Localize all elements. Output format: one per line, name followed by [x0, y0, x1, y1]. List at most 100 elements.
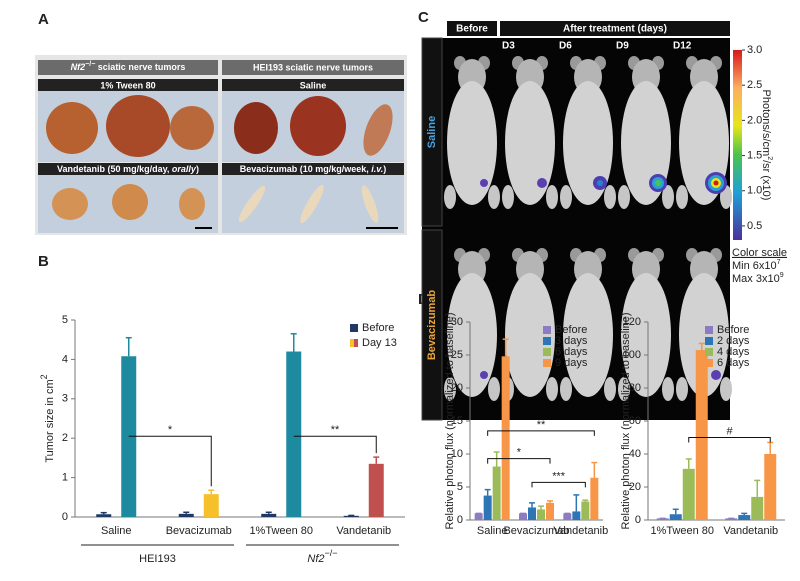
y-tick-label: 2 [62, 432, 68, 444]
bar [563, 513, 572, 520]
signal [655, 180, 661, 186]
mouse-leg [604, 377, 616, 401]
legend-swatch [350, 324, 358, 332]
header: After treatment (days) [563, 24, 667, 35]
scale-tick-label: 2.5 [747, 79, 762, 91]
y-axis-label: Relative photon flux (normalized to base… [620, 312, 632, 529]
tumor [238, 185, 266, 223]
header-box [500, 21, 730, 36]
signal [713, 180, 719, 186]
mouse-body [679, 273, 729, 397]
mouse-leg [502, 185, 514, 209]
bar [501, 356, 510, 520]
y-tick-label: 100 [623, 349, 641, 361]
bar [669, 514, 682, 520]
mouse-body [621, 273, 671, 397]
legend-label: 6 days [717, 357, 750, 369]
y-tick-label: 20 [451, 382, 463, 394]
legend-label: Day 13 [362, 337, 397, 349]
mouse-leg [662, 185, 674, 209]
legend-swatch [705, 337, 713, 345]
panel-c: Before After treatment (days) Saline Bev… [421, 21, 787, 421]
row-label: Saline [300, 80, 327, 90]
x-tick-label: Bevacizumab [503, 525, 569, 537]
color-bar [733, 50, 742, 240]
significance-bracket [293, 435, 377, 454]
row-bar [421, 37, 443, 227]
mouse-leg [662, 377, 674, 401]
y-tick-label: 40 [629, 448, 641, 460]
row-bar [421, 229, 443, 421]
y-tick-label: 80 [629, 382, 641, 394]
bar [695, 350, 708, 520]
legend-swatch [543, 337, 551, 345]
significance-label: ** [331, 424, 340, 436]
row-label: Bevacizumab (10 mg/kg/week, i.v.) [240, 164, 387, 174]
y-tick-label: 25 [451, 349, 463, 361]
y-tick-label: 3 [62, 393, 68, 405]
y-tick-label: 5 [457, 481, 463, 493]
signal [711, 370, 721, 380]
tumor [363, 104, 393, 156]
y-axis-label: Tumor size in cm2 [39, 374, 56, 462]
y-tick-label: 1 [62, 472, 68, 484]
y-axis-label-text: Tumor size in cm [44, 379, 56, 462]
panel-label: C [418, 9, 429, 26]
signal [480, 371, 488, 379]
mice [444, 56, 732, 401]
group-label-sup: −/− [325, 548, 338, 558]
scale-tick-label: 3.0 [747, 44, 762, 56]
x-tick-label: 1%Tween 80 [249, 525, 313, 537]
mouse-leg [720, 377, 732, 401]
y-axis-label-text: Relative photon flux (normalized to base… [620, 312, 632, 529]
panel-a: Nf2−/− sciatic nerve tumors HEI193 sciat… [35, 55, 407, 235]
x-tick-label: Vandetanib [336, 525, 391, 537]
bar [764, 454, 777, 520]
mouse-body [621, 81, 671, 205]
tumor [170, 106, 214, 150]
x-tick-label: Vandetanib [723, 525, 778, 537]
legend-label: 9 days [555, 357, 588, 369]
mouse-leg [444, 185, 456, 209]
scale-title: Color scale [732, 247, 787, 259]
mouse-leg [676, 377, 688, 401]
bar [261, 513, 277, 517]
y-tick-label: 30 [451, 316, 463, 328]
group-label-text: HEI193 [139, 553, 176, 565]
bar [474, 513, 483, 520]
y-tick-label: 60 [629, 415, 641, 427]
legend-label: Before [362, 322, 394, 334]
mouse-body [447, 273, 497, 397]
day-label: D9 [616, 41, 629, 52]
x-tick-label: Saline [101, 525, 132, 537]
scale-tick-label: 2.0 [747, 114, 762, 126]
tumor [52, 188, 88, 220]
legend-label: Before [717, 324, 749, 336]
y-tick-label: 120 [623, 316, 641, 328]
legend-swatch [705, 359, 713, 367]
legend-label: 4 days [717, 346, 750, 358]
tumor [106, 95, 170, 157]
header: Before [456, 24, 488, 35]
header-bar [222, 60, 404, 75]
bar [581, 501, 590, 520]
significance-bracket [531, 481, 586, 488]
bar [483, 495, 492, 520]
tumor [290, 96, 346, 156]
x-tick-label: Saline [477, 525, 508, 537]
mouse-body [447, 81, 497, 205]
bar [738, 515, 751, 520]
y-tick-label: 0 [635, 514, 641, 526]
tumor [300, 184, 324, 224]
mouse-leg [546, 185, 558, 209]
day-label: D6 [559, 41, 572, 52]
y-tick-label: 10 [451, 448, 463, 460]
bar [682, 468, 695, 520]
tumor [361, 185, 379, 223]
label-bar [38, 163, 218, 175]
signal [597, 180, 603, 186]
y-tick-label: 4 [62, 353, 68, 365]
mouse-leg [618, 185, 630, 209]
scale-tick-label: 1.5 [747, 149, 762, 161]
